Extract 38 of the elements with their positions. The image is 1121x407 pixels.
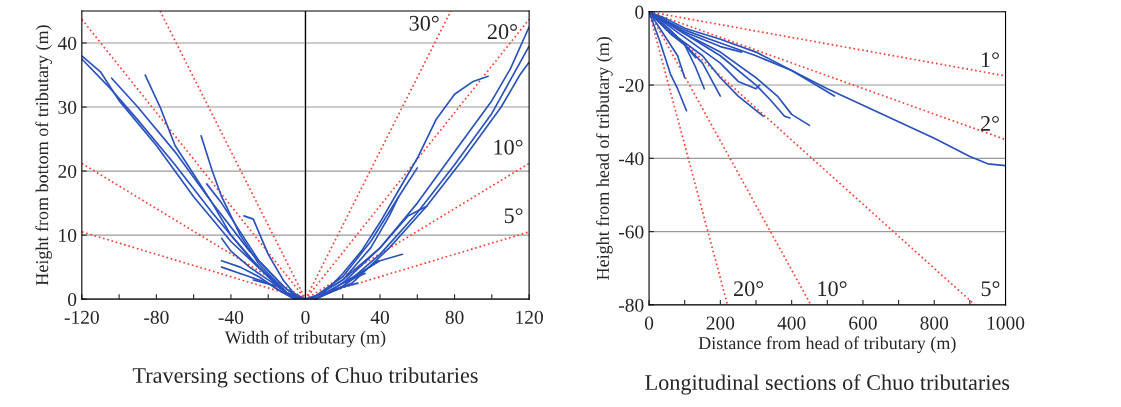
x-tick-label: -120 (64, 310, 99, 324)
series-label: 20° (487, 24, 517, 40)
x-tick-label: -80 (144, 310, 169, 324)
x-tick-label: 200 (706, 316, 735, 330)
series-label: 2° (980, 115, 999, 131)
y-axis-title: Height from head of tributary (m) (596, 37, 613, 280)
x-tick-label: 0 (644, 316, 654, 330)
x-axis-title: Width of tributary (m) (224, 330, 386, 348)
x-tick-label: 1000 (987, 316, 1025, 330)
y-tick-label: 30 (58, 100, 77, 114)
x-tick-label: 600 (849, 316, 877, 330)
y-tick-label: -80 (619, 298, 644, 312)
text: Traversing sections of Chuo tributaries (132, 367, 478, 388)
series-label: 10° (818, 281, 847, 297)
y-tick-label: -60 (619, 225, 644, 239)
series-label: 1° (981, 52, 999, 68)
x-tick-label: -40 (218, 310, 244, 324)
y-tick-label: 20 (58, 164, 77, 179)
y-tick-label: 10 (59, 228, 77, 243)
y-tick-label: -20 (619, 78, 644, 92)
y-tick-label: -40 (619, 152, 644, 166)
series-label: 5° (504, 208, 523, 224)
x-tick-label: 80 (445, 310, 464, 324)
x-tick-label: 0 (301, 310, 310, 324)
y-tick-label: 0 (67, 292, 77, 307)
y-tick-label: 0 (635, 5, 644, 19)
x-tick-label: 120 (516, 310, 543, 324)
x-tick-label: 800 (920, 316, 949, 330)
x-tick-label: 400 (777, 316, 806, 330)
x-tick-label: 40 (370, 310, 389, 324)
series-label: 5° (981, 281, 1000, 297)
y-tick-label: 40 (57, 36, 77, 50)
text: Longitudinal sections of Chuo tributaries (645, 374, 1010, 395)
y-axis-title: Height from bottom of tributary (m) (35, 25, 52, 286)
x-axis-title: Distance from head of tributary (m) (698, 336, 956, 353)
series-label: 10° (494, 139, 523, 155)
series-label: 20° (734, 281, 764, 297)
series-label: 30° (409, 15, 439, 31)
